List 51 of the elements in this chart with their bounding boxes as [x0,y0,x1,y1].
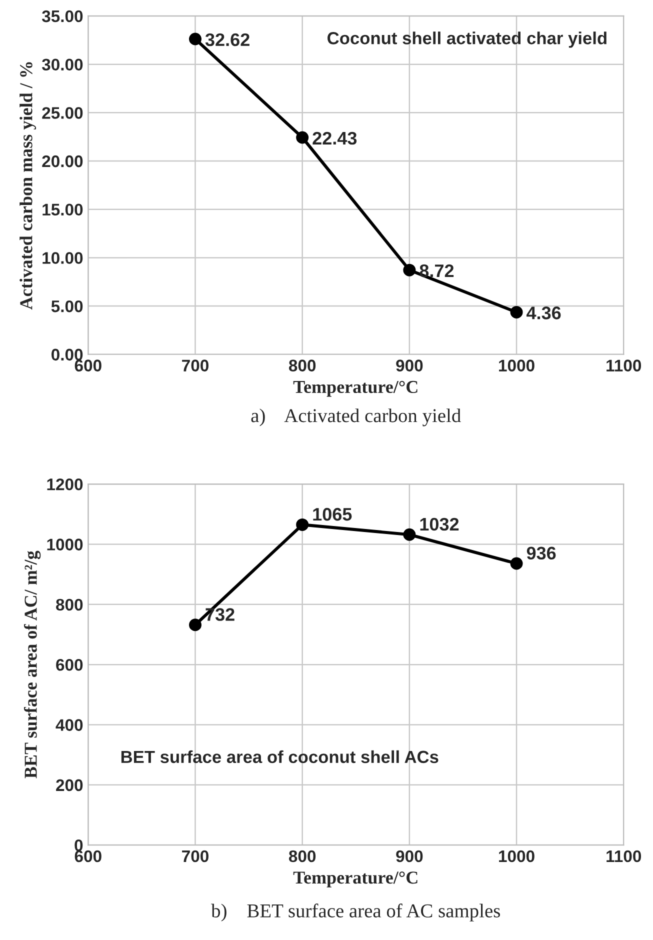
x-axis-title: Temperature/°C [293,872,418,888]
text: a) Activated carbon yield [251,408,461,426]
y-axis-title: BET surface area of AC/ m²/g [24,550,41,778]
x-tick-label: 800 [288,850,316,862]
x-tick-label: 1000 [499,850,534,862]
data-label: 732 [206,608,234,621]
data-label: 1065 [313,508,352,521]
y-tick-label: 15.00 [42,204,83,216]
x-tick-label: 600 [74,360,102,372]
x-tick-label: 900 [396,360,423,372]
y-tick-label: 5.00 [51,300,83,312]
y-tick-label: 30.00 [42,58,83,71]
y-tick-label: 800 [56,598,83,611]
y-tick-label: 0.00 [52,348,83,361]
data-label: 4.36 [526,306,561,320]
y-tick-label: 0 [74,839,83,852]
x-tick-label: 700 [182,360,208,372]
y-tick-label: 200 [56,779,83,792]
y-axis-title: Activated carbon mass yield / % [20,62,36,310]
annotation: Coconut shell activated char yield [328,32,606,48]
x-tick-label: 600 [74,850,102,862]
point [403,264,416,276]
point [188,618,202,632]
data-label: 22.43 [312,132,357,145]
point [296,131,309,144]
x-axis-title: Temperature/°C [293,380,418,397]
data-label: 1032 [420,518,459,531]
y-tick-label: 400 [56,719,83,731]
y-tick-label: 35.00 [42,10,83,22]
data-label: 936 [526,546,556,560]
x-tick-label: 700 [182,850,208,862]
point [510,306,523,318]
y-tick-label: 10.00 [42,252,83,264]
y-tick-label: 600 [56,658,83,671]
point [510,557,523,570]
y-tick-label: 25.00 [42,107,83,119]
point [403,528,416,541]
x-tick-label: 1000 [499,360,534,372]
annotation: BET surface area of coconut shell ACs [121,750,438,764]
point [296,518,309,531]
text: b) BET surface area of AC samples [211,904,500,922]
x-tick-label: 1100 [606,360,642,372]
y-tick-label: 1200 [47,478,83,490]
data-label: 32.62 [205,33,250,46]
x-tick-label: 1100 [606,850,642,862]
y-tick-label: 20.00 [42,155,83,168]
y-tick-label: 1000 [47,538,83,550]
point [188,32,202,46]
data-label: 8.72 [420,264,454,278]
x-tick-label: 900 [396,850,423,862]
x-tick-label: 800 [288,360,316,372]
